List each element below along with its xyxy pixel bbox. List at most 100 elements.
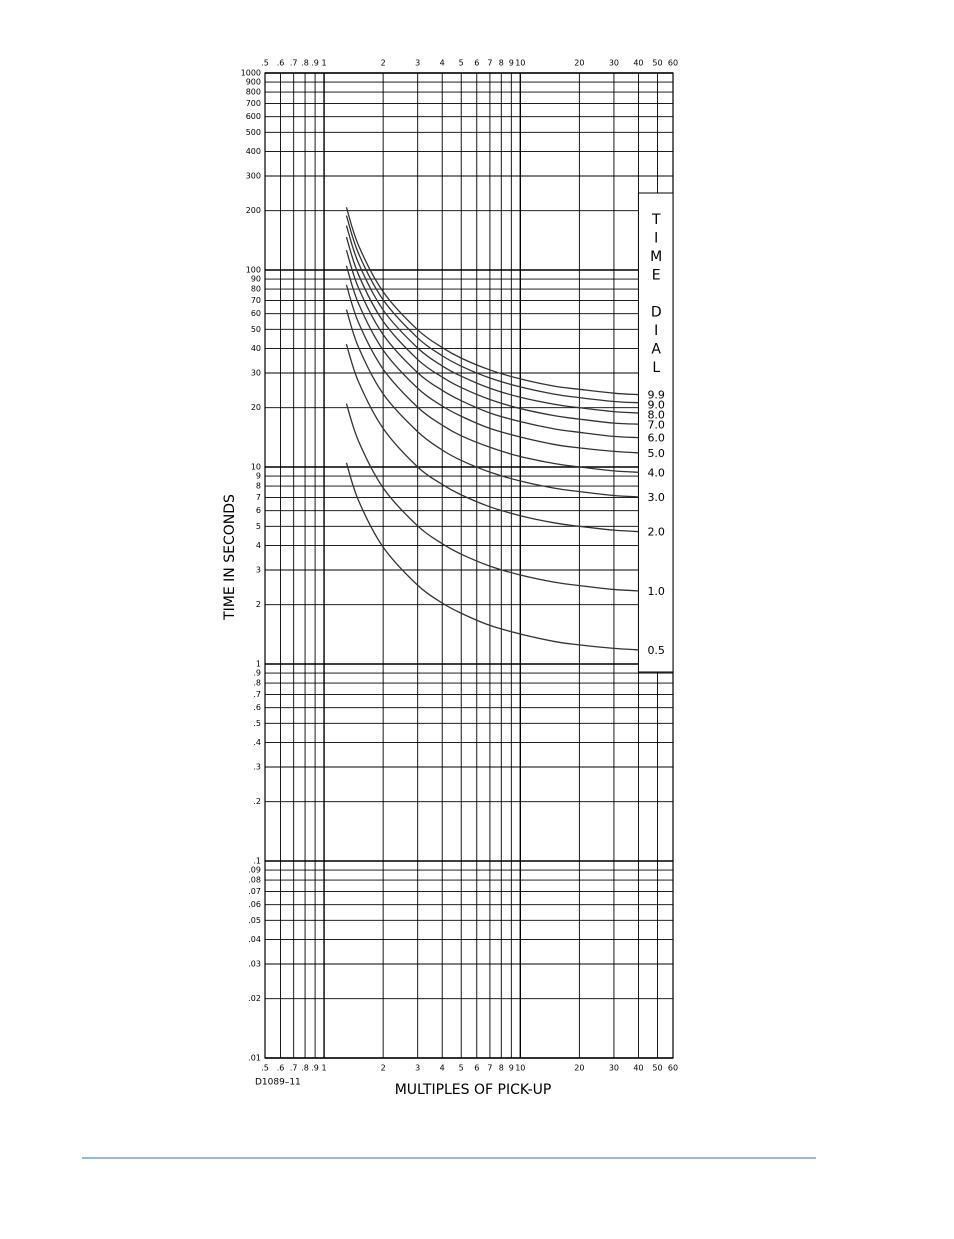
y-tick-label: 60: [251, 309, 261, 318]
curve: [345, 265, 639, 454]
x-tick-label: 7: [487, 1064, 492, 1073]
y-tick-label: 900: [246, 78, 261, 87]
x-tick-label: 8: [499, 59, 504, 68]
x-tick-label: 30: [609, 59, 619, 68]
y-tick-label: .08: [248, 876, 261, 885]
y-tick-label: 90: [251, 275, 261, 284]
x-tick-label: 3: [415, 59, 420, 68]
legend-label: 4.0: [647, 466, 665, 479]
x-tick-label: 10: [515, 59, 525, 68]
legend-label: 9.9: [647, 389, 665, 402]
x-tick-label: 4: [440, 1064, 445, 1073]
curve: [345, 284, 639, 473]
x-tick-label: .9: [311, 1064, 319, 1073]
curve: [345, 225, 639, 414]
y-tick-label: 8: [256, 482, 261, 491]
legend-label: 5.0: [647, 447, 665, 460]
y-axis-label: TIME IN SECONDS: [222, 494, 238, 621]
y-tick-label: 50: [251, 325, 261, 334]
legend-box: [637, 192, 674, 673]
y-tick-label: 70: [251, 296, 261, 305]
x-tick-label: 1: [322, 1064, 327, 1073]
legend-label: 0.5: [647, 644, 665, 657]
y-tick-label: 200: [246, 206, 261, 215]
y-tick-label: .9: [253, 669, 261, 678]
y-tick-label: 600: [246, 112, 261, 121]
y-tick-label: 1: [256, 660, 261, 669]
x-tick-label: .7: [290, 59, 298, 68]
x-tick-label: 7: [487, 59, 492, 68]
x-tick-label: .5: [261, 59, 269, 68]
y-tick-label: .02: [248, 994, 261, 1003]
curve: [345, 403, 639, 592]
y-tick-label: 5: [256, 522, 261, 531]
y-tick-label: 10: [251, 463, 261, 472]
y-tick-label: 9: [256, 472, 261, 481]
x-tick-label: 40: [633, 59, 643, 68]
y-tick-label: .07: [248, 887, 261, 896]
y-tick-label: 700: [246, 99, 261, 108]
curve: [345, 250, 639, 439]
y-tick-label: .2: [253, 797, 261, 806]
x-tick-label: .6: [277, 1064, 285, 1073]
curve: [345, 344, 639, 533]
y-tick-label: 6: [256, 506, 261, 515]
y-tick-label: 80: [251, 285, 261, 294]
y-tick-label: 30: [251, 369, 261, 378]
x-tick-label: 2: [381, 59, 386, 68]
x-tick-label: .6: [277, 59, 285, 68]
x-tick-label: .8: [301, 59, 309, 68]
x-tick-label: 20: [574, 59, 584, 68]
y-tick-label: .1: [253, 857, 261, 866]
y-tick-label: 3: [256, 566, 261, 575]
x-tick-label: .7: [290, 1064, 298, 1073]
y-tick-label: 40: [251, 344, 261, 353]
y-tick-label: .8: [253, 679, 261, 688]
y-tick-label: 1000: [241, 69, 261, 78]
curve: [345, 236, 639, 425]
y-tick-label: .7: [253, 690, 261, 699]
x-tick-label: 8: [499, 1064, 504, 1073]
curve: [345, 207, 639, 396]
x-tick-label: 4: [440, 59, 445, 68]
x-tick-label: 1: [322, 59, 327, 68]
plot-frame: [264, 72, 674, 1059]
y-tick-label: 2: [256, 600, 261, 609]
legend-label: 9.0: [647, 399, 665, 412]
y-tick-label: .03: [248, 960, 261, 969]
y-tick-label: 300: [246, 172, 261, 181]
curve: [345, 462, 639, 651]
y-tick-label: 100: [246, 266, 261, 275]
y-tick-label: .5: [253, 719, 261, 728]
x-tick-label: 2: [381, 1064, 386, 1073]
note: D1089–11: [255, 1078, 301, 1088]
legend-label: 6.0: [647, 432, 665, 445]
x-tick-label: 30: [609, 1064, 619, 1073]
x-tick-label: 40: [633, 1064, 643, 1073]
legend-label: 3.0: [647, 491, 665, 504]
y-tick-label: 7: [256, 493, 261, 502]
y-tick-label: .6: [253, 703, 261, 712]
curve: [345, 215, 639, 404]
x-tick-label: 6: [474, 59, 479, 68]
y-tick-label: .06: [248, 900, 261, 909]
legend-label: 2.0: [647, 526, 665, 539]
y-tick-label: .4: [253, 738, 261, 747]
y-tick-label: .09: [248, 866, 261, 875]
y-tick-label: 400: [246, 147, 261, 156]
legend-label: 1.0: [647, 585, 665, 598]
x-tick-label: 5: [459, 1064, 464, 1073]
x-tick-label: 20: [574, 1064, 584, 1073]
legend-label: 8.0: [647, 409, 665, 422]
x-tick-label: 9: [509, 59, 514, 68]
x-tick-label: .9: [311, 59, 319, 68]
y-tick-label: 4: [256, 541, 261, 550]
x-tick-label: 50: [652, 1064, 662, 1073]
legend-label: 7.0: [647, 419, 665, 432]
x-tick-label: 3: [415, 1064, 420, 1073]
y-tick-label: 800: [246, 88, 261, 97]
y-tick-label: .3: [253, 763, 261, 772]
x-tick-label: 10: [515, 1064, 525, 1073]
